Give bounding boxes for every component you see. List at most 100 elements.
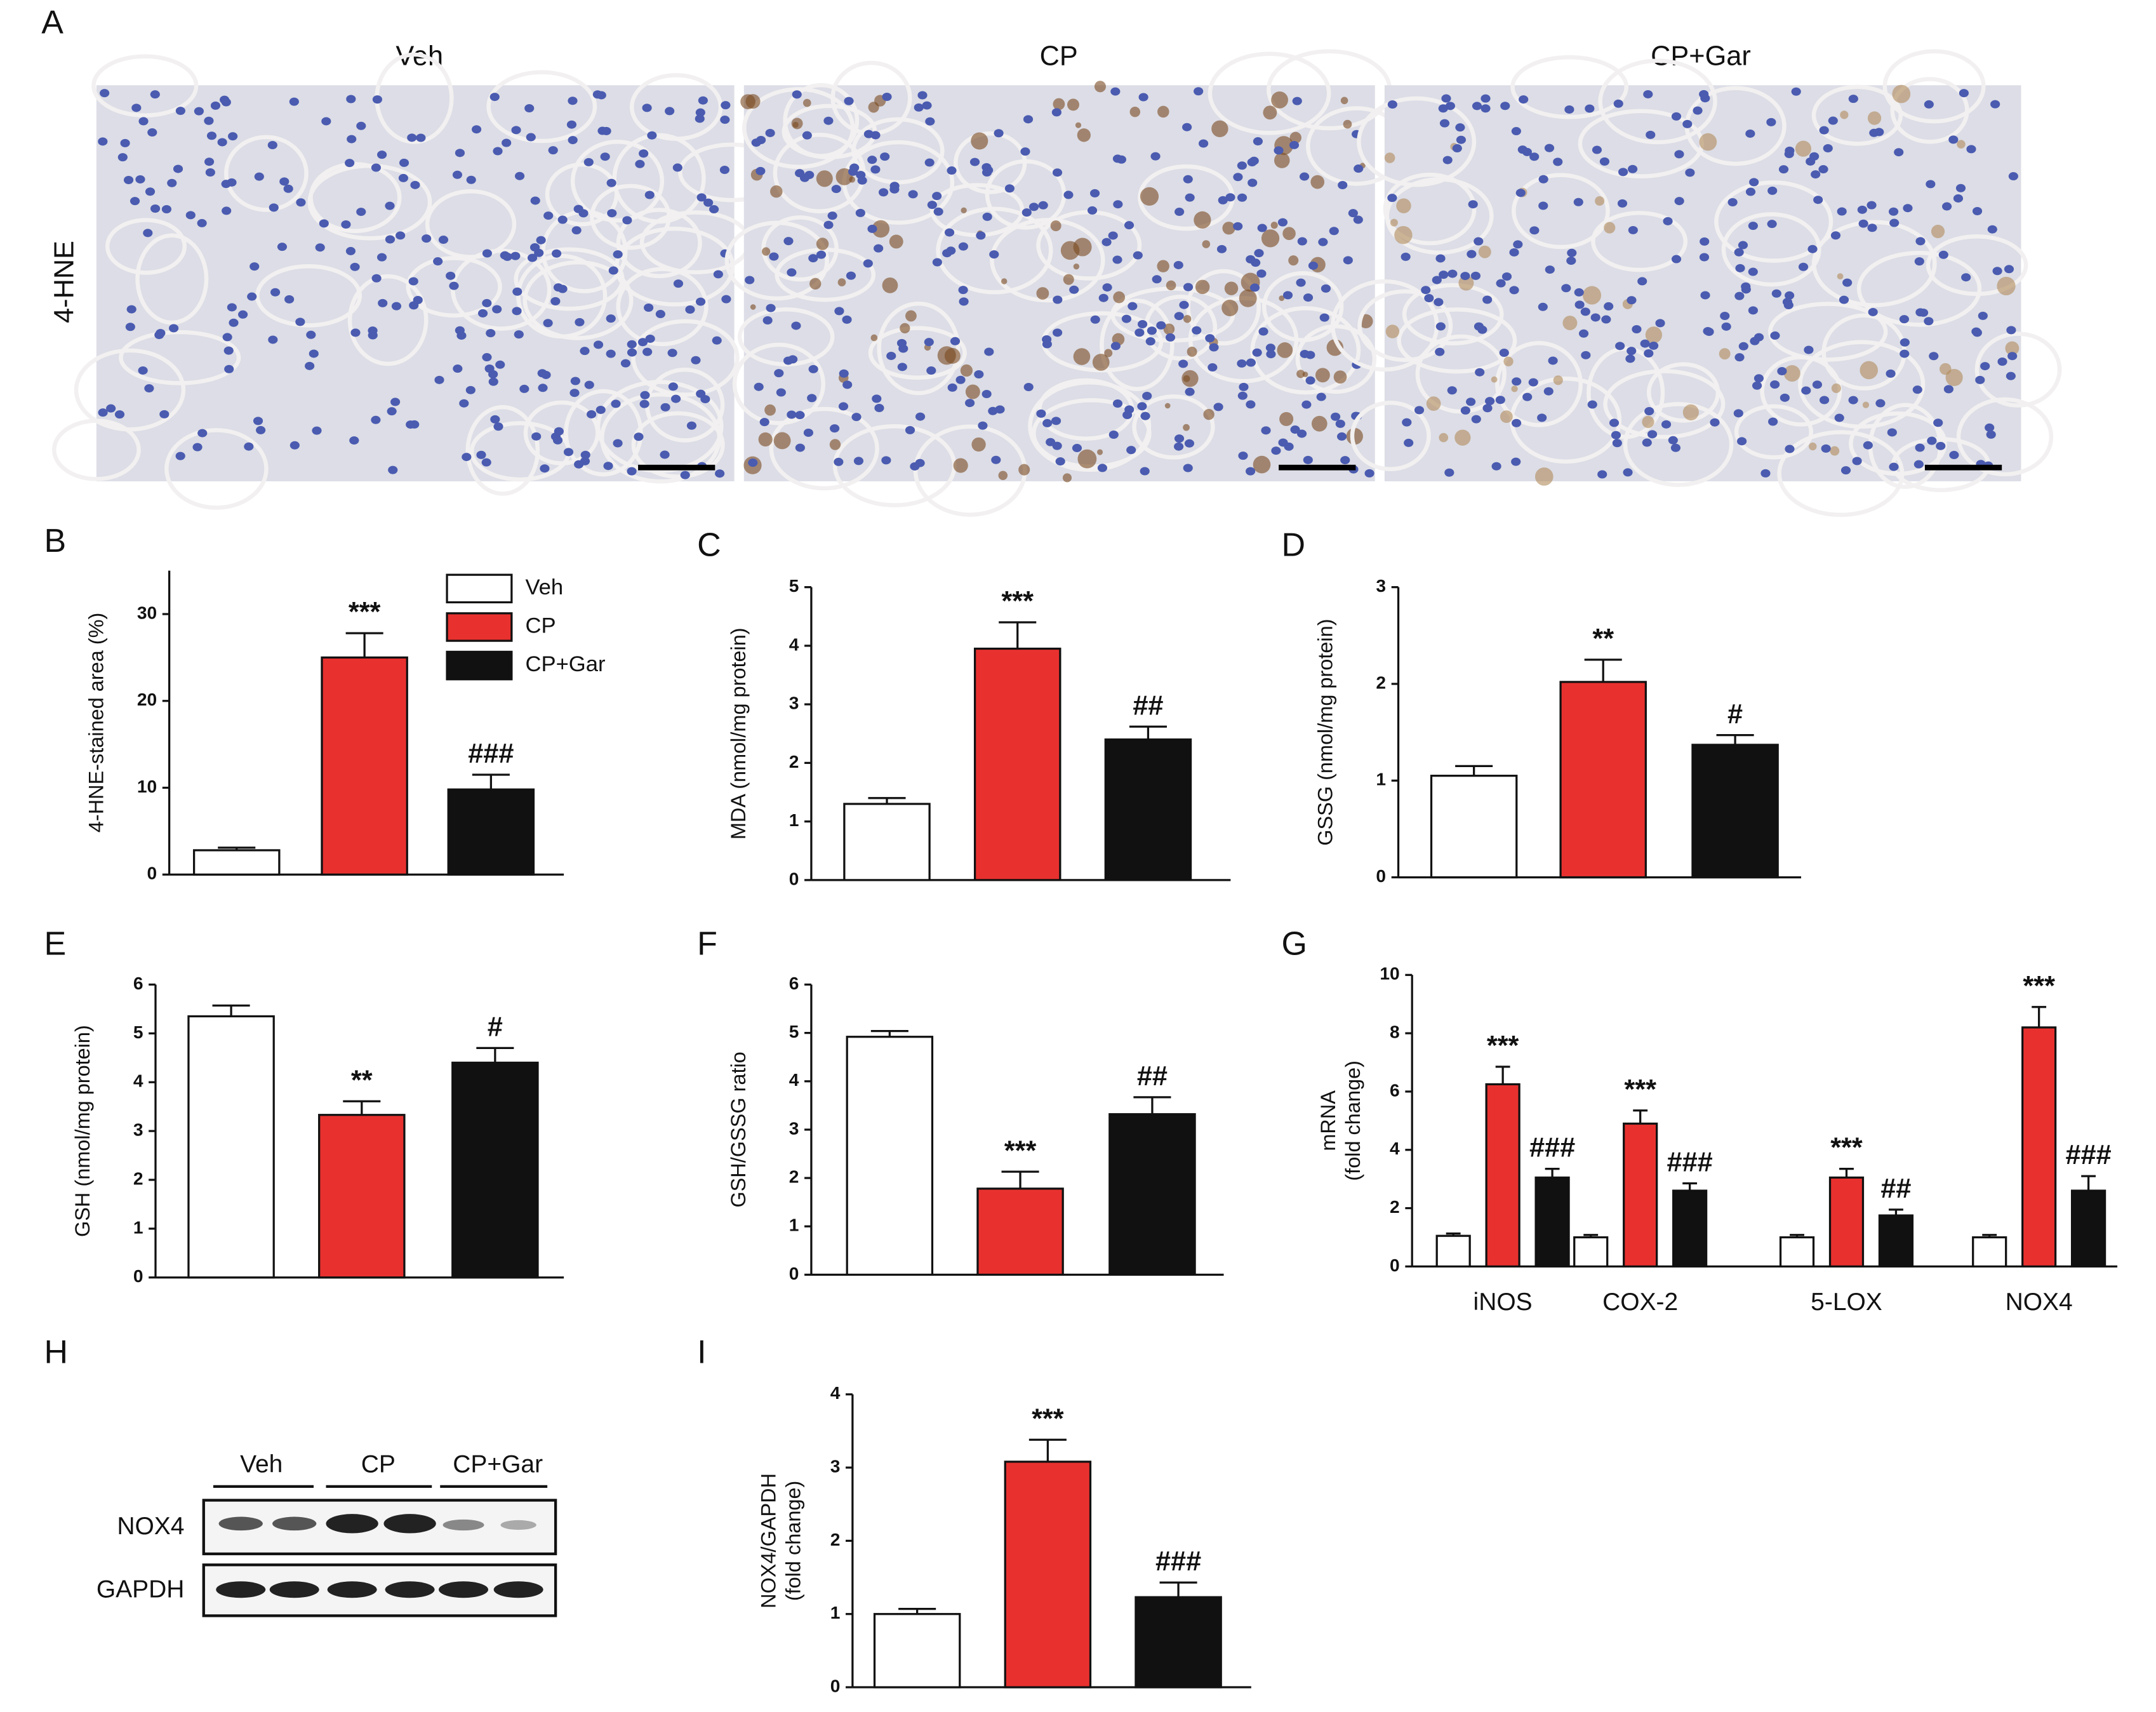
nucleus: [672, 163, 682, 172]
nucleus: [1261, 426, 1271, 435]
nucleus: [1553, 157, 1563, 166]
nucleus: [1628, 225, 1638, 234]
nucleus: [686, 421, 697, 430]
nucleus: [100, 89, 110, 98]
bar: [1435, 1234, 1471, 1268]
nucleus: [1051, 108, 1061, 117]
stain: [1163, 323, 1175, 335]
nucleus: [898, 344, 908, 353]
nucleus: [1249, 283, 1260, 292]
nucleus: [926, 366, 936, 375]
stain: [870, 334, 878, 342]
nucleus: [927, 201, 937, 210]
nucleus: [1734, 291, 1745, 300]
nucleus: [396, 231, 406, 240]
legend-swatch: [446, 573, 513, 604]
nucleus: [933, 207, 943, 216]
nucleus: [557, 215, 568, 224]
nucleus: [1471, 415, 1481, 424]
y-tick-label: 10: [137, 777, 157, 796]
nucleus: [192, 443, 203, 451]
nucleus: [510, 251, 521, 260]
y-tick-label: 2: [789, 1167, 799, 1187]
nucleus: [568, 136, 578, 145]
nucleus: [217, 138, 227, 147]
nucleus: [984, 347, 994, 356]
nucleus: [647, 131, 657, 140]
y-tick-label: 8: [1390, 1022, 1400, 1042]
nucleus: [1813, 196, 1823, 204]
nucleus: [1185, 387, 1195, 396]
nucleus: [1628, 164, 1638, 173]
histology-image: [52, 52, 786, 510]
bar: [1430, 775, 1518, 879]
nucleus: [1470, 271, 1481, 280]
y-tick-label: 6: [1390, 1080, 1400, 1100]
nucleus: [1644, 349, 1654, 358]
nucleus: [1021, 208, 1032, 217]
stain: [2005, 341, 2020, 356]
y-tick-label: 2: [1390, 1197, 1400, 1217]
tubule: [255, 264, 362, 328]
stain: [1699, 133, 1717, 151]
nucleus: [1444, 468, 1454, 477]
stain: [816, 170, 833, 187]
nucleus: [1238, 451, 1248, 460]
tubule: [223, 135, 309, 212]
stain: [1073, 263, 1080, 270]
stain: [1073, 237, 1092, 257]
bar: [1004, 1461, 1092, 1689]
tubule: [1510, 55, 1629, 119]
nucleus: [1819, 396, 1830, 405]
bar: [1573, 1236, 1609, 1268]
y-tick-label: 2: [789, 752, 799, 772]
stain: [998, 471, 1008, 481]
nucleus: [696, 193, 707, 202]
nucleus: [995, 405, 1005, 414]
nucleus: [295, 318, 305, 326]
nucleus: [1290, 425, 1300, 434]
nucleus: [1887, 428, 1897, 437]
nucleus: [1441, 94, 1451, 103]
nucleus: [543, 211, 554, 220]
y-tick-label: 5: [789, 576, 799, 596]
nucleus: [1566, 257, 1576, 265]
nucleus: [1500, 102, 1510, 110]
stain: [1092, 354, 1110, 371]
nucleus: [490, 415, 500, 424]
nucleus: [791, 321, 801, 330]
y-axis-label: (fold change): [1341, 1060, 1364, 1181]
nucleus: [1966, 145, 1976, 154]
annotation: ##: [1880, 1174, 1911, 1204]
stain: [937, 346, 956, 365]
nucleus: [1948, 135, 1959, 144]
nucleus: [1644, 407, 1654, 416]
nucleus: [1246, 255, 1256, 264]
y-tick-label: 0: [1376, 866, 1386, 886]
nucleus: [1959, 89, 1969, 98]
nucleus: [932, 192, 942, 201]
nucleus: [247, 292, 257, 301]
nucleus: [715, 469, 725, 478]
nucleus: [994, 129, 1004, 138]
nucleus: [1733, 409, 1743, 418]
nucleus: [703, 198, 714, 207]
blot-group: CP+Gar: [453, 1451, 543, 1478]
y-tick-label: 20: [137, 690, 157, 709]
nucleus: [671, 394, 681, 403]
nucleus: [1699, 253, 1710, 262]
nucleus: [1888, 207, 1899, 216]
nucleus: [531, 432, 542, 441]
bar: [1485, 1083, 1521, 1268]
nucleus: [808, 364, 818, 373]
nucleus: [1942, 202, 1952, 211]
nucleus: [1481, 104, 1491, 113]
nucleus: [1529, 226, 1540, 235]
stain: [1263, 105, 1277, 120]
tubule: [1591, 211, 1688, 272]
nucleus: [660, 403, 670, 411]
nucleus: [321, 117, 331, 126]
y-tick-label: 10: [1380, 964, 1399, 984]
nucleus: [371, 163, 382, 172]
nucleus: [1218, 196, 1228, 204]
